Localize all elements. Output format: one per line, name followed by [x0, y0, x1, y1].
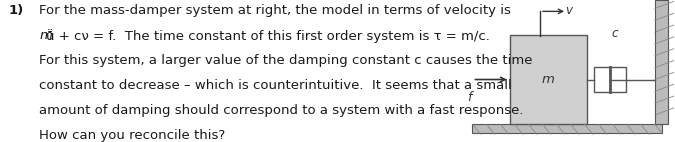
Text: For the mass-damper system at right, the model in terms of velocity is: For the mass-damper system at right, the…: [39, 4, 511, 17]
Text: c: c: [611, 27, 618, 40]
Text: constant to decrease – which is counterintuitive.  It seems that a small: constant to decrease – which is counteri…: [39, 79, 512, 92]
Text: f: f: [467, 91, 471, 104]
Text: How can you reconcile this?: How can you reconcile this?: [39, 129, 225, 142]
Bar: [510, 36, 587, 124]
Text: amount of damping should correspond to a system with a fast response.: amount of damping should correspond to a…: [39, 104, 524, 117]
Text: v: v: [566, 4, 572, 17]
Bar: [594, 67, 626, 92]
Text: For this system, a larger value of the damping constant c causes the time: For this system, a larger value of the d…: [39, 54, 533, 67]
Text: m: m: [541, 73, 555, 86]
Text: ṻ + cν = f.  The time constant of this first order system is τ = m/c.: ṻ + cν = f. The time constant of this fi…: [46, 29, 490, 43]
Text: 1): 1): [9, 4, 24, 17]
Text: m: m: [39, 29, 52, 42]
Bar: [655, 0, 668, 124]
Bar: [472, 124, 662, 133]
